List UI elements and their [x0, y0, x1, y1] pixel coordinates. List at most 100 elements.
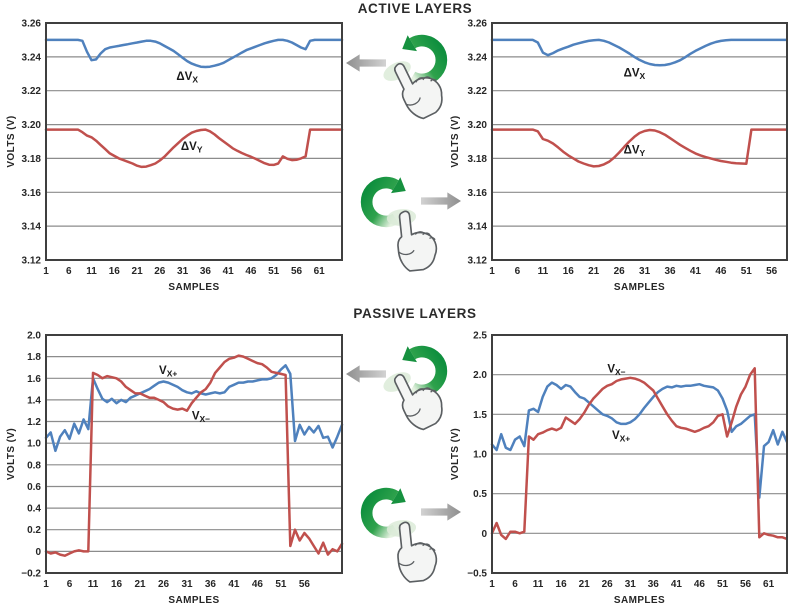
chart-passive-left: 2.01.81.61.41.21.00.80.60.40.20−0.21 6 11 1… [6, 331, 344, 606]
svg-text:3.22: 3.22 [468, 86, 488, 97]
svg-text:ΔVX: ΔVX [624, 67, 646, 81]
rotate-cw-arrow-icon [360, 487, 406, 539]
svg-text:3.24: 3.24 [22, 52, 42, 63]
svg-text:51: 51 [268, 266, 280, 277]
svg-text:3.14: 3.14 [468, 222, 488, 233]
svg-text:3.26: 3.26 [22, 19, 42, 30]
svg-text:11: 11 [88, 579, 99, 590]
svg-text:1: 1 [43, 579, 49, 590]
svg-text:0: 0 [481, 529, 487, 540]
svg-text:3.16: 3.16 [22, 188, 42, 199]
svg-text:SAMPLES: SAMPLES [168, 282, 219, 293]
arrow-left-icon [346, 54, 386, 72]
svg-text:11: 11 [538, 266, 549, 277]
svg-text:56: 56 [766, 266, 778, 277]
svg-text:46: 46 [252, 579, 264, 590]
svg-text:1.6: 1.6 [27, 374, 41, 385]
svg-text:1.2: 1.2 [27, 417, 41, 428]
svg-text:3.16: 3.16 [468, 188, 488, 199]
svg-text:1.4: 1.4 [27, 395, 41, 406]
svg-text:36: 36 [664, 266, 676, 277]
chart-active-right: 3.263.243.223.203.183.163.143.121 6 11 16 21… [450, 19, 788, 293]
svg-text:VX+: VX+ [612, 430, 630, 444]
svg-text:VOLTS (V): VOLTS (V) [6, 115, 17, 167]
svg-text:−0.2: −0.2 [21, 569, 41, 580]
svg-text:56: 56 [299, 579, 311, 590]
svg-text:VX−: VX− [607, 363, 625, 377]
svg-text:ΔVY: ΔVY [181, 141, 203, 155]
pointing-hand-icon [386, 209, 438, 272]
svg-text:1.8: 1.8 [27, 352, 41, 363]
svg-text:3.26: 3.26 [468, 19, 488, 30]
svg-text:0: 0 [35, 547, 41, 558]
svg-text:3.18: 3.18 [468, 154, 488, 165]
svg-text:1.0: 1.0 [27, 439, 41, 450]
svg-text:56: 56 [740, 579, 752, 590]
svg-text:SAMPLES: SAMPLES [614, 595, 665, 606]
arrow-right-icon [421, 503, 461, 521]
svg-text:1: 1 [489, 266, 495, 277]
svg-text:6: 6 [67, 579, 73, 590]
svg-text:0.5: 0.5 [473, 489, 487, 500]
svg-text:21: 21 [588, 266, 600, 277]
pointing-hand-icon [386, 520, 438, 583]
svg-text:16: 16 [111, 579, 123, 590]
svg-text:26: 26 [154, 266, 166, 277]
svg-text:36: 36 [200, 266, 212, 277]
svg-text:0.4: 0.4 [27, 504, 41, 515]
svg-text:31: 31 [177, 266, 189, 277]
svg-text:−0.5: −0.5 [467, 569, 487, 580]
svg-text:3.18: 3.18 [22, 154, 42, 165]
svg-text:VX−: VX− [192, 410, 210, 424]
svg-text:0.6: 0.6 [27, 482, 41, 493]
svg-text:11: 11 [86, 266, 97, 277]
svg-text:3.24: 3.24 [468, 52, 488, 63]
pointing-hand-icon [383, 372, 443, 431]
svg-text:16: 16 [109, 266, 121, 277]
svg-text:46: 46 [715, 266, 727, 277]
svg-text:41: 41 [228, 579, 240, 590]
svg-text:2.5: 2.5 [473, 331, 487, 342]
svg-text:31: 31 [625, 579, 637, 590]
svg-text:31: 31 [181, 579, 193, 590]
svg-text:6: 6 [512, 579, 518, 590]
svg-text:VOLTS (V): VOLTS (V) [450, 115, 461, 167]
svg-text:3.14: 3.14 [22, 222, 42, 233]
svg-text:26: 26 [158, 579, 170, 590]
svg-text:41: 41 [690, 266, 702, 277]
svg-text:36: 36 [205, 579, 217, 590]
svg-text:VOLTS (V): VOLTS (V) [450, 428, 461, 480]
svg-text:51: 51 [717, 579, 729, 590]
chart-passive-right: 2.52.01.51.00.50−0.51 6 11 16 21 26 31 36 41 46 51… [450, 331, 788, 606]
svg-text:1: 1 [43, 266, 49, 277]
arrow-right-icon [421, 192, 461, 210]
svg-text:46: 46 [694, 579, 706, 590]
svg-text:51: 51 [275, 579, 287, 590]
section-title-active: ACTIVE LAYERS [357, 1, 473, 16]
section-title-passive: PASSIVE LAYERS [353, 306, 477, 321]
svg-text:VOLTS (V): VOLTS (V) [6, 428, 17, 480]
svg-text:56: 56 [291, 266, 303, 277]
svg-text:16: 16 [563, 266, 575, 277]
svg-text:61: 61 [314, 266, 326, 277]
svg-text:21: 21 [134, 579, 146, 590]
svg-text:21: 21 [579, 579, 591, 590]
svg-text:6: 6 [515, 266, 521, 277]
svg-text:ΔVY: ΔVY [624, 144, 646, 158]
svg-text:SAMPLES: SAMPLES [168, 595, 219, 606]
svg-text:SAMPLES: SAMPLES [614, 282, 665, 293]
svg-text:3.12: 3.12 [22, 256, 42, 267]
svg-text:41: 41 [671, 579, 683, 590]
svg-text:0.8: 0.8 [27, 460, 41, 471]
svg-text:11: 11 [533, 579, 544, 590]
svg-text:3.22: 3.22 [22, 86, 42, 97]
svg-text:51: 51 [741, 266, 753, 277]
svg-text:46: 46 [245, 266, 257, 277]
svg-text:ΔVX: ΔVX [176, 71, 198, 85]
svg-text:6: 6 [66, 266, 72, 277]
svg-text:0.2: 0.2 [27, 525, 41, 536]
svg-text:61: 61 [763, 579, 775, 590]
pointing-hand-icon [383, 61, 443, 120]
svg-text:26: 26 [614, 266, 626, 277]
